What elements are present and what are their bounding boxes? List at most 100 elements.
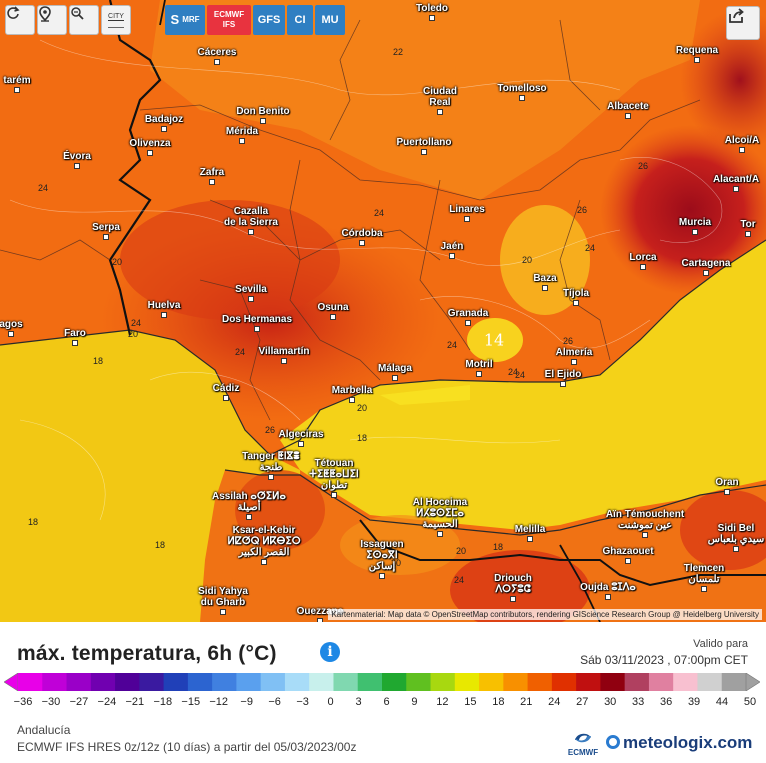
city-label: El Ejido	[544, 369, 582, 380]
city-label: Sevilla	[235, 284, 267, 295]
city-label: Cáceres	[197, 47, 237, 58]
city-marker	[605, 594, 611, 600]
region-name: Andalucía	[17, 723, 71, 737]
city-label: Tétouan ⵜⵉⵟⵟⴰⵡⵉⵏ تطوان	[309, 458, 359, 491]
city-marker	[14, 87, 20, 93]
city-label: Ouezzane	[296, 606, 344, 617]
color-scale-swatch	[454, 673, 480, 691]
city-marker	[281, 358, 287, 364]
city-label: Ghazaouet	[602, 546, 654, 557]
color-scale-swatch	[187, 673, 213, 691]
city-marker	[573, 300, 579, 306]
city-marker	[519, 95, 525, 101]
city-marker	[703, 270, 709, 276]
model-mu-button[interactable]: MU	[315, 5, 345, 35]
color-scale-swatch	[479, 673, 504, 691]
reload-button[interactable]	[5, 5, 35, 35]
model-ecmwf-button[interactable]: ECMWF IFS	[207, 5, 251, 35]
city-marker	[331, 492, 337, 498]
city-marker	[640, 264, 646, 270]
city-label: Algeciras	[278, 429, 324, 440]
map-attribution: Kartenmaterial: Map data © OpenStreetMap…	[328, 609, 762, 620]
color-scale-tick: 3	[355, 696, 362, 708]
city-marker	[437, 109, 443, 115]
color-scale-tick: 6	[383, 696, 390, 708]
info-icon[interactable]: i	[320, 642, 340, 662]
isoline-label: 18	[92, 356, 104, 366]
city-marker	[248, 229, 254, 235]
city-marker	[161, 126, 167, 132]
model-ecmwf-sub: IFS	[222, 20, 236, 29]
city-label: Dos Hermanas	[221, 314, 293, 325]
isoline-label: 20	[455, 546, 467, 556]
city-label: Al Hoceima ⵍⵃⵓⵙⵉⵎⴰ الحسيمة	[412, 497, 468, 530]
city-marker	[745, 231, 751, 237]
city-marker	[701, 586, 707, 592]
isoline-label: 18	[492, 542, 504, 552]
city-label: Melilla	[514, 524, 546, 535]
zoom-icon	[71, 7, 84, 20]
city-marker	[223, 395, 229, 401]
isoline-label: 18	[27, 517, 39, 527]
model-ci-label: CI	[294, 14, 306, 26]
city-label: Osuna	[317, 302, 349, 313]
ecmwf-logo: ECMWF	[563, 730, 603, 760]
color-scale-tick: 33	[632, 696, 645, 708]
city-label: Assilah ⴰⵚⵉⵍⴰ أصيلة	[212, 491, 286, 513]
model-gfs-button[interactable]: GFS	[253, 5, 285, 35]
city-label: Ksar-el-Kebir ⵍⵇⵚⵕ ⵍⴽⴱⵉⵔ القصر الكبير	[227, 525, 301, 558]
city-marker	[464, 216, 470, 222]
color-scale-swatch	[260, 673, 286, 691]
city-label: Alcoi/A	[724, 135, 760, 146]
color-scale-bar	[4, 673, 760, 691]
color-scale-tick: −36	[13, 696, 33, 708]
city-label: Faro	[64, 328, 86, 339]
weather-map[interactable]: 22 24 24 26 24 26 20 20 26 24 24 20 24 14 20 26 24 20 18 18…	[0, 0, 766, 622]
color-scale-tick: −3	[296, 696, 309, 708]
color-scale-swatch	[600, 673, 626, 691]
city-marker	[694, 57, 700, 63]
share-button[interactable]	[726, 6, 760, 40]
location-button[interactable]	[37, 5, 67, 35]
color-scale-tick: 44	[715, 696, 729, 708]
city-marker	[724, 489, 730, 495]
model-ci-button[interactable]: CI	[287, 5, 313, 35]
color-scale-tick: −12	[209, 696, 229, 708]
color-scale-swatch	[673, 673, 698, 691]
city-label: Tanger ⵟⵏⴵⴻ طنجة	[242, 451, 300, 473]
city-marker	[560, 381, 566, 387]
city-marker	[239, 138, 245, 144]
color-scale-tick: 30	[604, 696, 617, 708]
city-marker	[527, 536, 533, 542]
city-label: Oran	[715, 477, 739, 488]
city-marker	[733, 546, 739, 552]
model-smrf-button[interactable]: S MRF	[165, 5, 205, 35]
isoline-label: 26	[562, 336, 574, 346]
city-label: Albacete	[607, 101, 649, 112]
color-scale-swatch	[115, 673, 140, 691]
city-toggle-button[interactable]: CITY	[101, 5, 131, 35]
ecmwf-swirl-icon	[575, 733, 591, 743]
city-label: Baza	[533, 273, 557, 284]
isoline-label: 24	[514, 370, 526, 380]
city-label: Mérida	[225, 126, 259, 137]
color-scale-tick: −21	[125, 696, 145, 708]
zoom-button[interactable]	[69, 5, 99, 35]
location-pin-icon	[39, 6, 51, 22]
city-marker	[214, 59, 220, 65]
city-label: CITY	[108, 12, 124, 21]
isoline-label: 24	[37, 183, 49, 193]
city-marker	[510, 596, 516, 602]
city-marker	[379, 573, 385, 579]
city-label: Motril	[465, 359, 493, 370]
city-marker	[261, 559, 267, 565]
brand-logo[interactable]: meteologix.com	[606, 733, 752, 753]
color-scale-tick: −27	[69, 696, 89, 708]
color-scale-swatch	[697, 673, 723, 691]
city-marker	[465, 320, 471, 326]
city-label: Évora	[63, 151, 91, 162]
city-label: Cádiz	[212, 383, 240, 394]
city-marker	[330, 314, 336, 320]
city-label: Don Benito	[236, 106, 290, 117]
city-marker	[209, 179, 215, 185]
